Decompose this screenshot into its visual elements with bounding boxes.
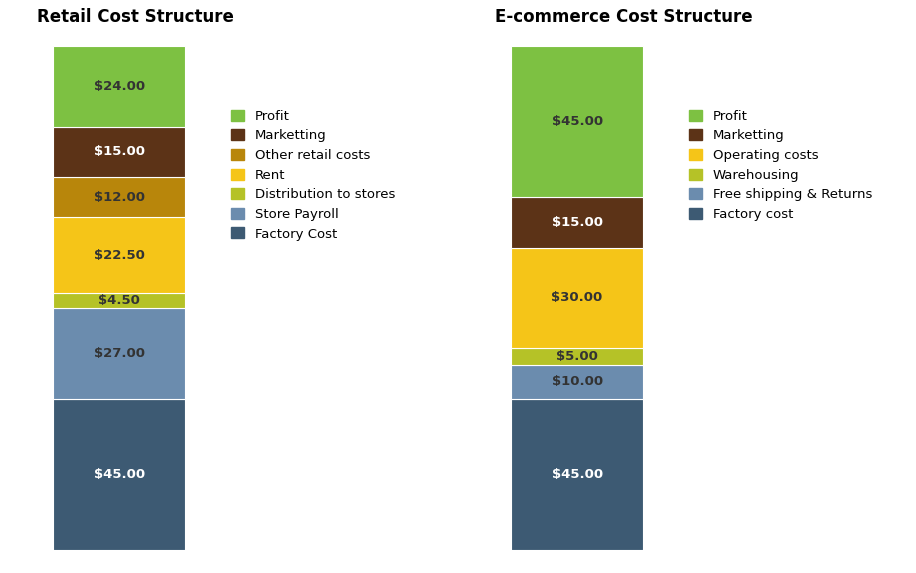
Text: $45.00: $45.00 bbox=[551, 468, 603, 481]
Text: $22.50: $22.50 bbox=[93, 249, 145, 262]
Bar bbox=[53, 127, 185, 177]
Text: $45.00: $45.00 bbox=[93, 468, 145, 481]
Text: $5.00: $5.00 bbox=[556, 350, 598, 363]
Legend: Profit, Marketting, Operating costs, Warehousing, Free shipping & Returns, Facto: Profit, Marketting, Operating costs, War… bbox=[689, 110, 872, 221]
Text: $15.00: $15.00 bbox=[93, 145, 145, 158]
Text: E-commerce Cost Structure: E-commerce Cost Structure bbox=[495, 8, 752, 26]
Text: $27.00: $27.00 bbox=[93, 347, 145, 360]
Text: $4.50: $4.50 bbox=[98, 294, 140, 307]
Bar bbox=[53, 308, 185, 399]
Text: $15.00: $15.00 bbox=[551, 216, 603, 229]
Bar bbox=[53, 293, 185, 308]
Bar bbox=[511, 248, 643, 348]
Legend: Profit, Marketting, Other retail costs, Rent, Distribution to stores, Store Payr: Profit, Marketting, Other retail costs, … bbox=[231, 110, 395, 241]
Text: $10.00: $10.00 bbox=[551, 375, 603, 388]
Bar bbox=[511, 399, 643, 550]
Bar bbox=[511, 197, 643, 248]
Bar bbox=[53, 399, 185, 550]
Bar bbox=[511, 365, 643, 399]
Bar bbox=[53, 217, 185, 293]
Text: $30.00: $30.00 bbox=[551, 292, 603, 304]
Text: Retail Cost Structure: Retail Cost Structure bbox=[37, 8, 234, 26]
Bar bbox=[53, 177, 185, 217]
Bar bbox=[511, 348, 643, 365]
Bar bbox=[53, 46, 185, 127]
Text: $45.00: $45.00 bbox=[551, 115, 603, 128]
Text: $24.00: $24.00 bbox=[93, 80, 145, 93]
Text: $12.00: $12.00 bbox=[93, 191, 145, 203]
Bar bbox=[511, 46, 643, 197]
